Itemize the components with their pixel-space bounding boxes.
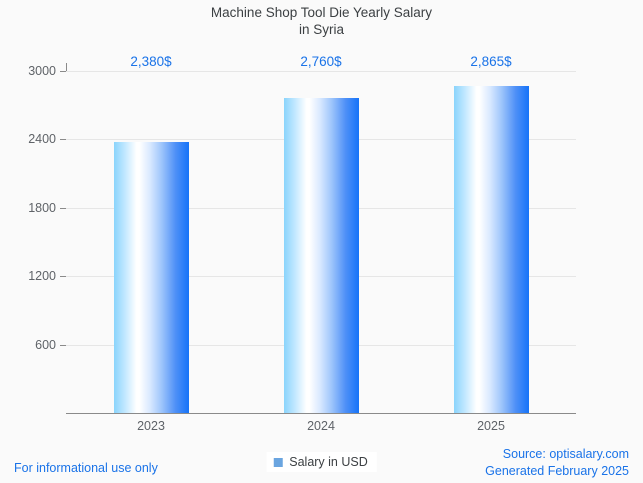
y-axis-tick-label: 1200: [28, 269, 56, 284]
y-axis-tick-label: 600: [35, 337, 56, 352]
x-axis-line: [66, 413, 576, 414]
y-axis-tick-label: 2400: [28, 132, 56, 147]
chart-legend[interactable]: Salary in USD: [266, 452, 377, 472]
x-axis-tick-label-2025: 2025: [477, 419, 505, 433]
y-axis-tick-mark: [60, 71, 66, 72]
bar-value-label-2024: 2,760$: [300, 54, 342, 69]
y-axis-tick-labels: 600 1200 1800 2400 3000: [0, 0, 56, 483]
x-axis-tick-label-2024: 2024: [307, 419, 335, 433]
bar-2024[interactable]: [283, 98, 359, 413]
legend-swatch-icon: [273, 457, 283, 467]
y-axis-tick-mark: [60, 139, 66, 141]
y-axis-tick-mark: [60, 344, 66, 346]
generated-text: Generated February 2025: [485, 463, 629, 478]
gridline: [66, 71, 576, 72]
bar-value-label-2025: 2,865$: [470, 54, 512, 69]
bar-value-label-2023: 2,380$: [130, 54, 172, 69]
y-axis-tick-label: 3000: [28, 64, 56, 78]
bar-2023[interactable]: [113, 141, 189, 413]
y-axis-tick-mark: [60, 276, 66, 278]
disclaimer-text: For informational use only: [14, 461, 158, 475]
page-title: Machine Shop Tool Die Yearly Salary in S…: [0, 4, 643, 38]
legend-item-label: Salary in USD: [289, 455, 368, 469]
y-axis-tick-label: 1800: [28, 200, 56, 215]
source-info: Source: optisalary.com Generated Februar…: [485, 446, 629, 479]
title-line-1: Machine Shop Tool Die Yearly Salary: [210, 5, 433, 20]
y-axis-tick-mark: [60, 207, 66, 209]
plot-area: [66, 71, 576, 413]
bar-2025[interactable]: [453, 86, 529, 413]
title-line-2: in Syria: [298, 22, 344, 37]
x-axis-tick-label-2023: 2023: [137, 419, 165, 433]
source-text: Source: optisalary.com: [502, 447, 629, 461]
